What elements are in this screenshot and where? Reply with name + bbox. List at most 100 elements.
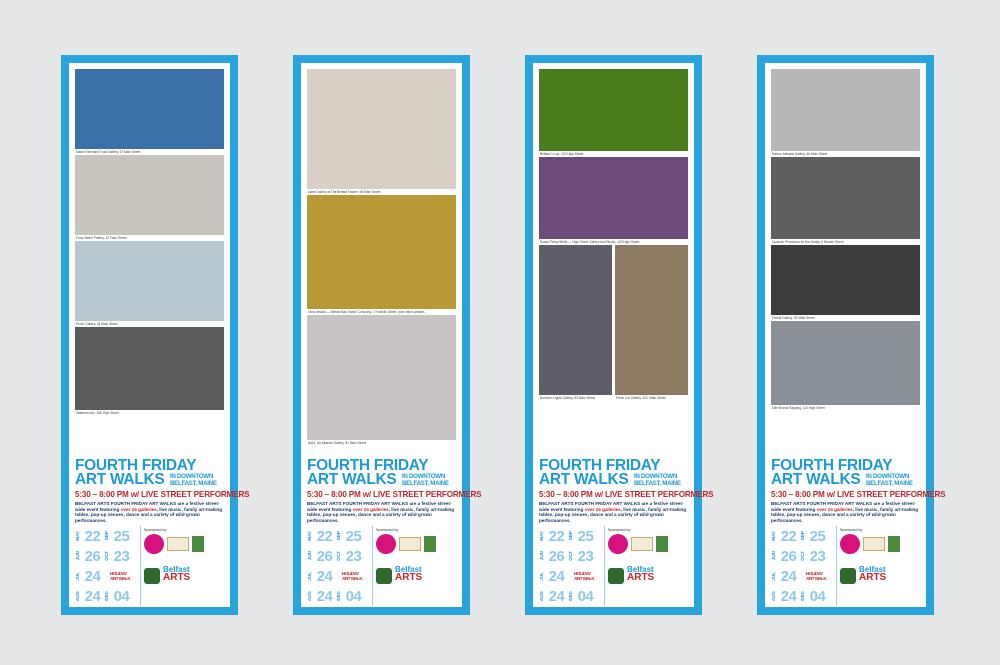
photo-block: Parent Gallery, 92 Main Street [771,245,920,321]
event-description: BELFAST ARTS FOURTH FRIDAY ART WALKS are… [539,501,688,523]
photo-caption: Maine Farmland Trust Gallery, 97 Main St… [76,150,141,154]
date-schedule: MAY 22 SEP 25 JUN 26 OCT 23 JUL 24 HOLIDAY ART WAL… [307,526,373,606]
date-row: AUG 24 DEC 04 [307,586,370,606]
month-label: AUG [539,590,544,602]
month-label: JUL [771,571,776,581]
belfast-arts-logo: Belfast ARTS [163,566,190,583]
title-line-2: ART WALKS [771,471,861,488]
artwork-photo [307,315,456,440]
date-row: MAY 22 SEP 25 [307,526,370,546]
description-highlight: over 15 galleries [352,506,389,512]
event-title: FOURTH FRIDAY ART WALKS IN DOWNTOWN BELFAST… [771,457,920,488]
day-number: 24 [316,567,333,585]
photo-caption: Parent Gallery, 92 Main Street [772,316,815,320]
sponsor-logo-green [888,536,900,552]
photo-caption: Harbor Artisans Gallery, 46 Main Street [772,152,828,156]
sponsor-logos [144,534,224,554]
month-label: OCT [104,551,109,561]
location-line-1: IN DOWNTOWN [866,473,909,480]
day-number: 25 [345,527,362,545]
arts-word: ARTS [395,572,423,583]
photo-caption: Quarrich Provisions for the Dandy, 6 Bea… [772,240,844,244]
location-line-1: IN DOWNTOWN [402,473,445,480]
month-label: DEC [568,591,573,601]
day-number: 26 [84,547,101,565]
artwork-photo [771,157,920,239]
sponsor-logo-circle [376,534,396,554]
banner-inner: Maine Farmland Trust Gallery, 97 Main St… [69,63,250,607]
title-line-1: FOURTH FRIDAY [75,457,197,474]
title-line-1: FOURTH FRIDAY [307,457,429,474]
coalition-logo [376,568,392,584]
day-number: 25 [577,527,594,545]
photo-caption: Front Street Pottery, 42 Front Street [76,236,127,240]
sponsor-logo-circle [840,534,860,554]
month-label: DEC [104,591,109,601]
artwork-photo [75,69,224,149]
photo-caption: Northern Lights Gallery, 83 Main Street [540,396,596,400]
day-number: 04 [809,587,826,605]
sponsor-logo-goldsmith [399,537,421,551]
sponsor-logos [376,534,456,554]
artwork-photo [75,241,224,321]
photo-block: Waterfall Arts, 256 High Street [75,327,224,416]
month-label: DEC [800,591,805,601]
artwork-photo [771,321,920,405]
holiday-art-walk: HOLIDAY ART WALK [574,571,595,581]
holiday-art-walk: HOLIDAY ART WALK [806,571,827,581]
artwork-photo [307,69,456,189]
belfast-arts-logo: Belfast ARTS [859,565,886,583]
event-description: BELFAST ARTS FOURTH FRIDAY ART WALKS are… [771,501,920,523]
photo-caption: Aarts Gallery at The Belfast Framer, 96 … [308,190,381,194]
event-title: FOURTH FRIDAY ART WALKS IN DOWNTOWN BELFAST… [75,457,224,488]
coalition-logo [840,568,856,584]
sponsors: Sponsored by: Belfast ARTS [605,526,688,606]
month-label: SEP [800,531,805,541]
day-number: 26 [780,547,797,565]
month-label: AUG [75,590,80,602]
month-label: MAY [539,531,544,541]
belfast-arts-logo: Belfast ARTS [395,566,423,583]
belfast-word: Belfast [859,565,886,574]
photo-caption: IMAJ, Art Alliance Gallery, 81 Main Stre… [308,441,367,445]
title-line-2: ART WALKS [539,471,629,488]
month-label: JUL [75,571,80,581]
description-text: , live music, family art-making tables, … [307,506,455,523]
artwork-photo [307,195,456,309]
date-row: AUG 24 DEC 04 [75,586,138,606]
date-schedule: MAY 22 SEP 25 JUN 26 OCT 23 JUL 24 HOLIDAY ART WAL… [771,526,837,606]
event-description: BELFAST ARTS FOURTH FRIDAY ART WALKS are… [75,501,224,523]
title-location: IN DOWNTOWN BELFAST, MAINE [402,473,454,487]
sponsored-by-label: Sponsored by: [608,528,632,532]
date-row: JUN 26 OCT 23 [771,546,834,566]
photo-area: Aarts Gallery at The Belfast Framer, 96 … [307,69,456,457]
photo-block: Harbor Artisans Gallery, 46 Main Street [771,69,920,157]
title-location: IN DOWNTOWN BELFAST, MAINE [866,473,918,487]
photo-block: Susan Tobey White — High Street Gallery … [539,157,688,245]
holiday-art-walk: HOLIDAY ART WALK [342,571,363,581]
artwork-photo [771,245,920,315]
day-number: 25 [113,527,130,545]
date-row: MAY 22 SEP 25 [75,526,138,546]
event-title: FOURTH FRIDAY ART WALKS IN DOWNTOWN BELFAST… [307,457,456,488]
photo-caption: Waterfall Arts, 256 High Street [76,411,119,415]
artwork-photo [615,245,688,395]
sponsored-by-label: Sponsored by: [376,528,400,532]
month-label: MAY [75,531,80,541]
day-number: 23 [113,547,130,565]
description-text: , live music, family art-making tables, … [771,506,919,523]
description-text: BELFAST ARTS FOURTH FRIDAY ART WALKS are… [771,501,916,512]
date-row: MAY 22 SEP 25 [539,526,602,546]
photo-caption: Fresh Cut Gallery, 43C Main Street [616,396,666,400]
month-label: AUG [307,590,312,602]
title-line-1: FOURTH FRIDAY [771,457,893,474]
month-label: SEP [104,531,109,541]
day-number: 04 [345,587,362,605]
month-label: MAY [771,531,776,541]
day-number: 23 [577,547,594,565]
artwork-photo [771,69,920,151]
dates-and-sponsors: MAY 22 SEP 25 JUN 26 OCT 23 JUL 24 HOLIDAY ART WAL… [307,526,456,606]
day-number: 25 [809,527,826,545]
date-row: AUG 24 DEC 04 [539,586,602,606]
day-number: 22 [316,527,333,545]
